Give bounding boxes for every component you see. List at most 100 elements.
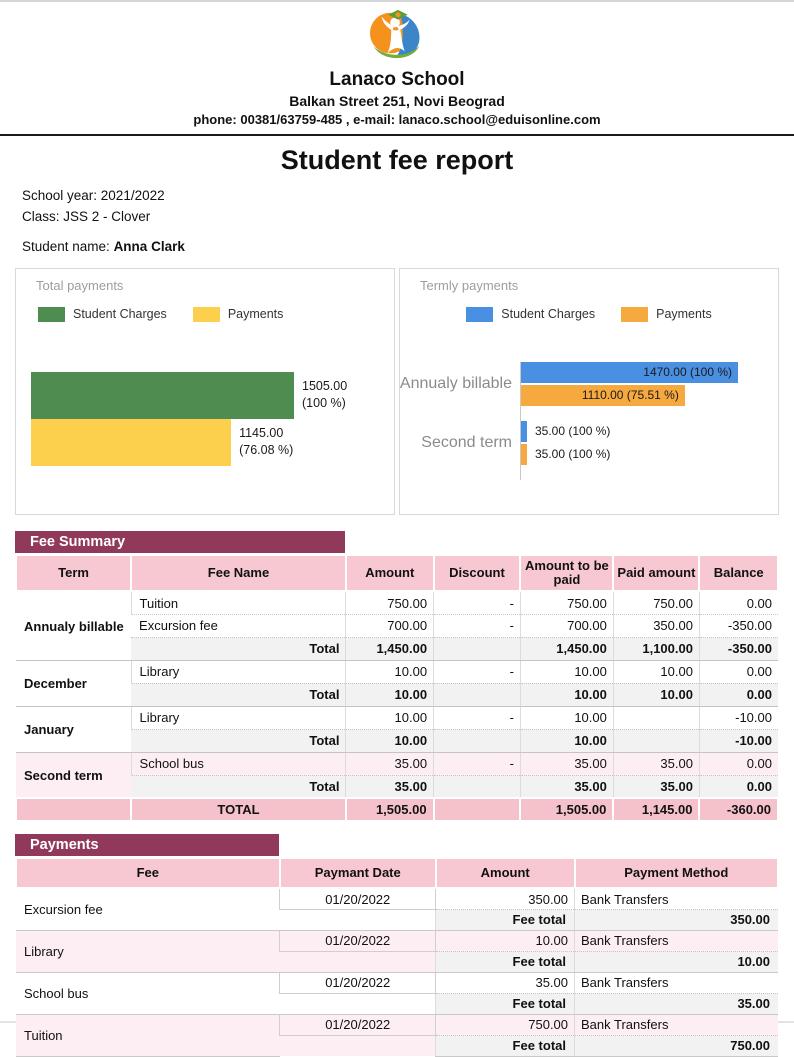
bar-value: 1145.00 [239,425,284,440]
payment-amount-cell: 750.00 [435,1013,575,1036]
category-label-second-term: Second term [421,433,512,451]
legend-swatch-icon [621,306,649,322]
discount-cell: - [433,614,521,638]
column-header-amount-to-be-paid: Amount to be paid [519,553,615,593]
column-header-payment-date: Paymant Date [278,857,437,890]
discount-cell: - [433,591,521,615]
legend-termly-payments: Student Charges Payments [400,306,778,322]
fee-total-row: Fee total 35.00 [16,993,778,1015]
term-cell [14,797,133,823]
fee-total-value-cell: 35.00 [574,993,778,1015]
column-header-amount: Amount [434,857,576,890]
student-name-label: Student name: [22,238,114,254]
balance-cell: -10.00 [698,706,778,730]
bar-row-student-charges: 1505.00 (100 %) [31,371,394,419]
table-row: December Library 10.00 - 10.00 10.00 0.0… [16,660,778,707]
legend-label: Student Charges [73,307,167,322]
payment-date-cell: 01/20/2022 [279,1013,437,1036]
bars-area: 1470.00 (100 %) 1110.00 (75.51 %) 35.00 … [520,361,778,480]
fee-cell: Library [130,660,346,684]
column-header-paid-amount: Paid amount [612,553,701,593]
bar-group-second-term: 35.00 (100 %) 35.00 (100 %) [521,420,778,465]
spacer-cell [280,909,436,930]
discount-cell: - [433,706,521,730]
column-header-payment-method: Payment Method [573,857,780,890]
legend-total-payments: Student Charges Payments [38,306,394,322]
bar-value-label: 1110.00 (75.51 %) [581,387,679,402]
legend-item-student-charges: Student Charges [38,306,167,322]
balance-cell: -350.00 [698,614,778,638]
page-title: Student fee report [280,145,514,175]
to-pay-cell: 35.00 [519,752,614,776]
charts-row: Total payments Student Charges Payments … [15,267,779,515]
balance-cell: -350.00 [698,637,778,661]
fee-cell: School bus [130,752,346,776]
bar-student-charges [31,371,294,419]
bar-payments: 1110.00 (75.51 %) [521,384,685,406]
header-divider [0,134,794,136]
payment-date-cell: 01/20/2022 [279,887,437,910]
amount-cell: 1,450.00 [345,637,434,661]
school-logo [0,7,794,67]
paid-cell [612,729,700,753]
legend-item-payments: Payments [621,306,712,322]
amount-cell: 10.00 [345,683,434,707]
bar-percent: (76.08 %) [239,443,294,458]
balance-cell: -360.00 [698,797,779,823]
bar-value-label: 35.00 (100 %) [535,447,611,462]
fee-name-cell: Library [16,929,280,973]
school-name: Lanaco School [329,69,465,90]
term-cell: Annualy billable [16,591,132,661]
bar-segment [521,443,527,465]
termly-payments-plot: Annualy billable Second term 1470.00 (10… [399,361,778,480]
payment-amount-cell: 10.00 [435,929,575,952]
payment-row: Library 01/20/2022 10.00 Bank Transfers [16,929,778,973]
column-header-fee-name: Fee Name [130,553,347,593]
spacer-cell [280,993,436,1014]
fee-total-label-cell: Fee total [435,909,575,931]
table-row: Excursion fee 700.00 - 700.00 350.00 -35… [16,614,778,638]
class-line: Class: JSS 2 - Clover [22,208,151,224]
total-row: Total 10.00 10.00 -10.00 [16,729,778,753]
amount-cell: 10.00 [345,706,434,730]
grand-total-label-cell: TOTAL [130,797,347,823]
fee-summary-section: Fee Summary Term Fee Name Amount Discoun… [14,530,779,823]
paid-cell [612,706,700,730]
to-pay-cell: 10.00 [519,729,614,753]
grand-total-row: TOTAL 1,505.00 1,505.00 1,145.00 -360.00 [14,797,779,823]
spacer-cell [279,951,436,973]
bar-value-label: 1470.00 (100 %) [643,364,732,379]
total-label-cell: Total [131,637,346,661]
paid-cell: 1,100.00 [612,637,700,661]
school-address: Balkan Street 251, Novi Beograd [289,93,505,109]
report-header: Lanaco School Balkan Street 251, Novi Be… [0,2,794,127]
discount-cell [433,775,521,799]
amount-cell: 35.00 [345,775,434,799]
bar-group-annualy-billable: 1470.00 (100 %) 1110.00 (75.51 %) [521,361,778,406]
paid-cell: 750.00 [612,591,700,615]
legend-label: Payments [227,307,284,322]
legend-swatch-icon [466,306,494,322]
bar-percent: (100 %) [302,396,346,411]
discount-cell: - [433,752,521,776]
bar-value-label: 1505.00 (100 %) [302,378,347,413]
legend-swatch-icon [192,306,220,322]
student-name: Anna Clark [113,238,185,254]
category-label-annualy-billable: Annualy billable [399,374,512,392]
total-label-cell: Total [131,729,346,753]
column-header-balance: Balance [698,553,779,593]
table-row: Annualy billable Tuition 750.00 - 750.00… [16,591,778,661]
payments-section: Payments Fee Paymant Date Amount Payment… [15,834,780,1057]
paid-cell: 35.00 [612,775,700,799]
fee-summary-section-header: Fee Summary [15,530,346,553]
chart-panel-total-payments: Total payments Student Charges Payments … [15,267,395,515]
school-year-line: School year: 2021/2022 [22,188,165,203]
total-row: Total 35.00 35.00 35.00 0.00 [16,775,778,799]
amount-cell: 700.00 [345,614,434,638]
school-logo-icon [369,9,420,59]
student-name-line: Student name: Anna Clark [22,237,794,258]
paid-cell: 35.00 [612,752,700,776]
table-row: January Library 10.00 - 10.00 -10.00 [16,706,778,753]
payments-section-header: Payments [15,834,280,857]
payments-table: Fee Paymant Date Amount Payment Method E… [15,857,780,1057]
